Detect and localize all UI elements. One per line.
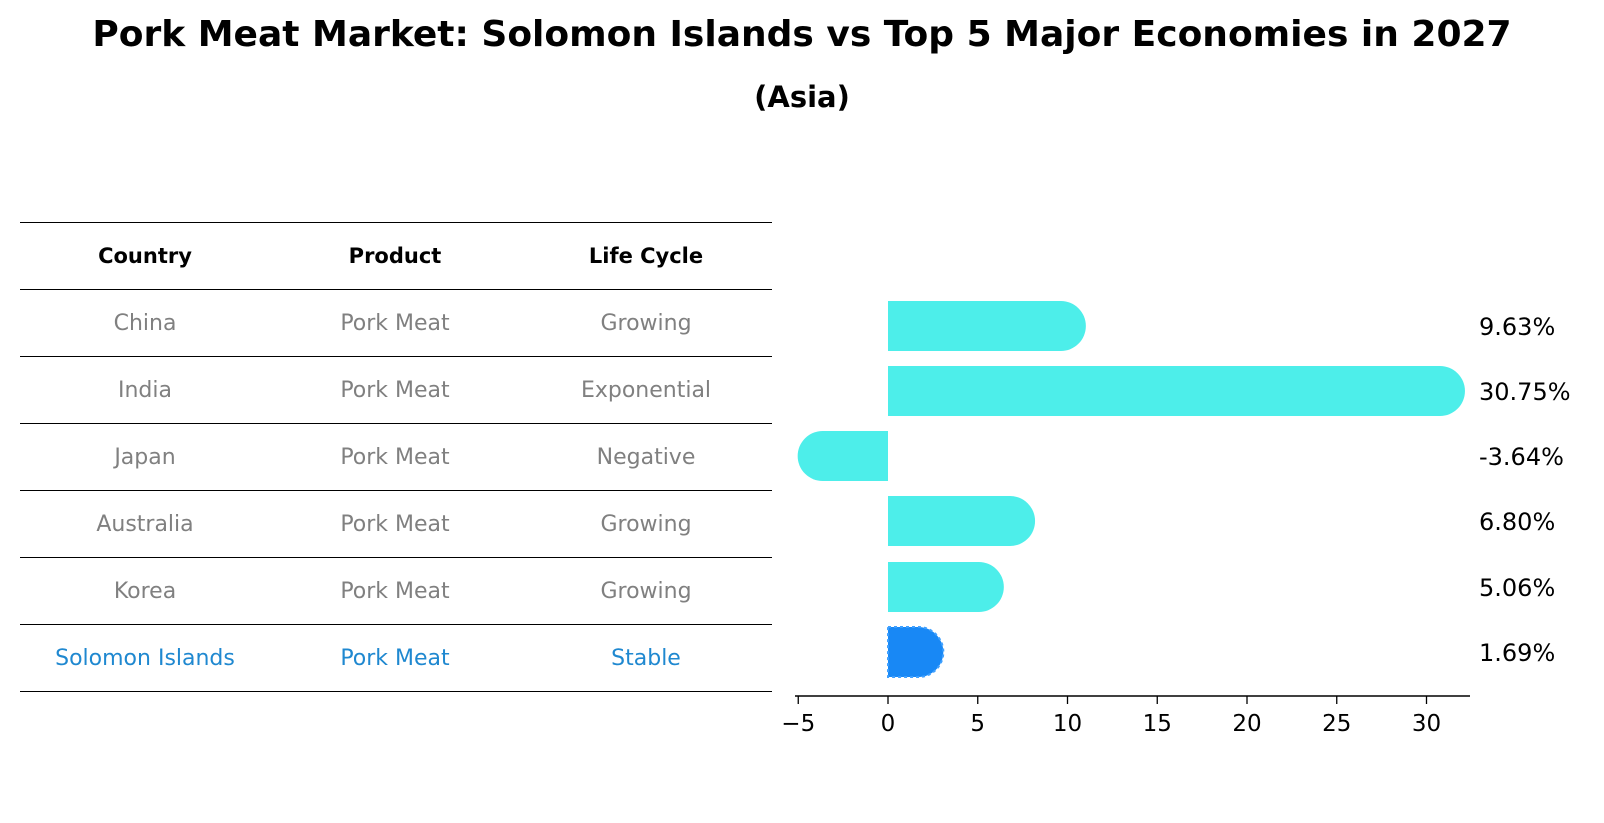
header-country: Country [98, 244, 192, 268]
x-tick-label: −5 [781, 711, 815, 737]
cell-life-cycle: Growing [600, 310, 692, 336]
cell-country: Korea [113, 578, 177, 604]
x-tick-label: 10 [1053, 711, 1082, 737]
x-tick-label: 0 [881, 711, 896, 737]
bar-solomon-islands [887, 626, 945, 678]
cell-product: Pork Meat [340, 310, 450, 336]
cell-product: Pork Meat [340, 578, 450, 604]
header-product: Product [348, 244, 442, 268]
header-life-cycle: Life Cycle [588, 244, 704, 268]
value-label: 6.80% [1479, 508, 1555, 536]
cell-product: Pork Meat [340, 377, 450, 403]
value-label: 9.63% [1479, 313, 1555, 341]
cell-product: Pork Meat [340, 511, 450, 537]
cell-life-cycle: Exponential [580, 377, 712, 403]
x-tick-label: 20 [1232, 711, 1261, 737]
bar-korea [888, 562, 1004, 612]
table-header-row: Country Product Life Cycle [20, 222, 772, 289]
cell-life-cycle: Stable [611, 645, 681, 671]
x-tick-label: 15 [1143, 711, 1172, 737]
value-label: -3.64% [1479, 443, 1564, 471]
bar-australia [888, 496, 1036, 546]
x-tick-label: 5 [970, 711, 985, 737]
value-label: 30.75% [1479, 378, 1571, 406]
data-table: Country Product Life Cycle China Pork Me… [20, 222, 772, 692]
bar-japan [797, 431, 888, 481]
cell-life-cycle: Negative [596, 444, 696, 470]
table-row: Japan Pork Meat Negative [20, 423, 772, 490]
cell-life-cycle: Growing [600, 511, 692, 537]
table-row: India Pork Meat Exponential [20, 356, 772, 423]
cell-product: Pork Meat [340, 645, 450, 671]
value-label: 1.69% [1479, 639, 1555, 667]
cell-product: Pork Meat [340, 444, 450, 470]
x-tick-label: 30 [1412, 711, 1441, 737]
x-tick-label: 25 [1322, 711, 1351, 737]
cell-country: Australia [96, 511, 194, 537]
table-row: Korea Pork Meat Growing [20, 557, 772, 624]
table-row: China Pork Meat Growing [20, 289, 772, 356]
table-row: Australia Pork Meat Growing [20, 490, 772, 557]
cell-country: China [113, 310, 177, 336]
bar-china [888, 301, 1086, 351]
cell-country: Solomon Islands [55, 645, 235, 671]
cell-country: Japan [114, 444, 176, 470]
chart-subtitle: (Asia) [754, 80, 850, 114]
table-row-highlighted: Solomon Islands Pork Meat Stable [20, 624, 772, 692]
cell-country: India [118, 377, 172, 403]
value-label: 5.06% [1479, 574, 1555, 602]
bar-india [888, 366, 1465, 416]
cell-life-cycle: Growing [600, 578, 692, 604]
chart-title: Pork Meat Market: Solomon Islands vs Top… [92, 14, 1512, 55]
